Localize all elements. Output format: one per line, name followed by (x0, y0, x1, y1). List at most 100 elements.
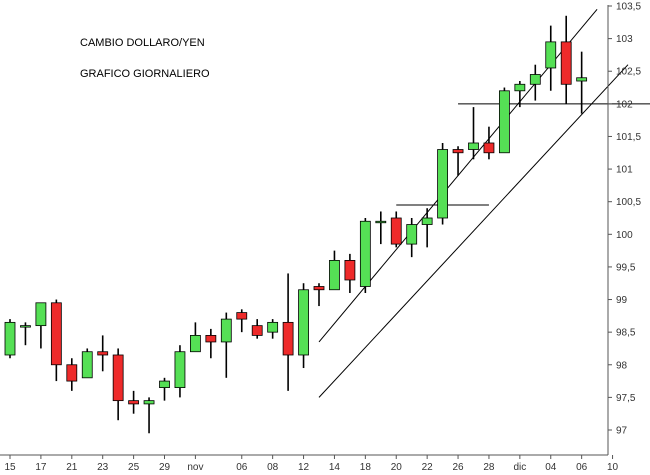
candle (97, 335, 109, 372)
candle-body (236, 312, 248, 320)
candle (359, 218, 371, 294)
candle-body (483, 142, 495, 154)
x-tick-label: 15 (4, 462, 16, 473)
candle (35, 302, 47, 349)
candle (437, 142, 449, 225)
candle (514, 81, 526, 108)
x-tick-label: 21 (66, 462, 78, 473)
candle-body (529, 74, 541, 85)
candle (452, 146, 464, 176)
candle (267, 319, 279, 339)
x-tick-label: 28 (483, 462, 495, 473)
candle-body (390, 217, 402, 245)
candle (329, 250, 340, 291)
candle-body (189, 335, 201, 353)
candle (205, 328, 217, 359)
candle (298, 283, 309, 369)
axes: 9797,59898,59999,5100100,5101101,5102102… (0, 2, 641, 473)
candle (159, 377, 170, 401)
candle (174, 345, 186, 398)
x-tick-label: 22 (422, 462, 434, 473)
x-tick-label: 08 (267, 462, 279, 473)
x-tick-label: 06 (236, 462, 248, 473)
candle (390, 211, 402, 248)
x-tick-label: 20 (391, 462, 403, 473)
candle (220, 312, 232, 378)
candle-body (545, 41, 557, 69)
candle (468, 107, 479, 160)
candle (50, 299, 62, 382)
candle (545, 25, 557, 91)
trend-line (318, 64, 629, 398)
y-tick-label: 100,5 (616, 197, 641, 208)
candle-body (97, 351, 109, 356)
x-tick-label: 10 (607, 462, 619, 473)
candle-body (267, 321, 279, 333)
candle-body (251, 325, 263, 336)
chart-subtitle: GRAFICO GIORNALIERO (80, 68, 210, 80)
candle-body (576, 77, 588, 82)
x-tick-label: 17 (35, 462, 47, 473)
x-tick-label: 14 (329, 462, 341, 473)
candle-body (452, 149, 464, 154)
y-tick-label: 103 (616, 34, 633, 45)
candle-body (66, 364, 78, 382)
candle-body (20, 325, 31, 328)
y-tick-label: 101,5 (616, 132, 641, 143)
candle (529, 64, 541, 101)
candle (375, 211, 387, 245)
candle-body (4, 321, 16, 356)
candle-body (560, 41, 572, 85)
candle-body (313, 286, 325, 291)
candle-body (375, 220, 387, 224)
candle (81, 348, 93, 379)
candle (560, 15, 572, 104)
candle (483, 126, 495, 160)
candle (143, 397, 155, 434)
candle-body (174, 351, 186, 389)
y-tick-label: 102 (616, 99, 633, 110)
candle (313, 283, 325, 307)
candle-body (498, 90, 510, 154)
candle-body (468, 142, 479, 150)
y-tick-label: 101 (616, 165, 633, 176)
candle (282, 273, 294, 391)
candle-body (50, 302, 62, 366)
candle (112, 348, 124, 421)
chart-title: CAMBIO DOLLARO/YEN (80, 37, 205, 49)
x-tick-label: nov (187, 462, 203, 473)
candle (344, 253, 356, 294)
y-tick-label: 98,5 (616, 328, 636, 339)
candle (498, 87, 510, 154)
candle (128, 390, 140, 414)
candle-body (35, 302, 47, 327)
candles (4, 15, 588, 434)
candle (189, 322, 201, 353)
candle-body (282, 321, 294, 356)
candle (576, 51, 588, 114)
y-tick-label: 97 (616, 426, 628, 437)
x-tick-label: 23 (97, 462, 109, 473)
x-tick-label: 29 (159, 462, 171, 473)
x-tick-label: 06 (576, 462, 588, 473)
candle-body (128, 400, 140, 405)
candle (251, 319, 263, 339)
candle-body (112, 354, 124, 402)
x-tick-label: dic (513, 462, 526, 473)
candle (20, 322, 31, 346)
x-tick-label: 26 (452, 462, 464, 473)
trend-lines (318, 8, 650, 398)
candle (66, 358, 78, 391)
candle-body (329, 259, 340, 291)
y-tick-label: 100 (616, 230, 633, 241)
x-tick-label: 18 (360, 462, 372, 473)
x-tick-label: 25 (128, 462, 140, 473)
candle-body (406, 224, 418, 245)
candle (406, 218, 418, 258)
x-tick-label: 04 (545, 462, 557, 473)
candle-body (437, 149, 449, 219)
candle (4, 319, 16, 359)
x-tick-label: 12 (298, 462, 310, 473)
